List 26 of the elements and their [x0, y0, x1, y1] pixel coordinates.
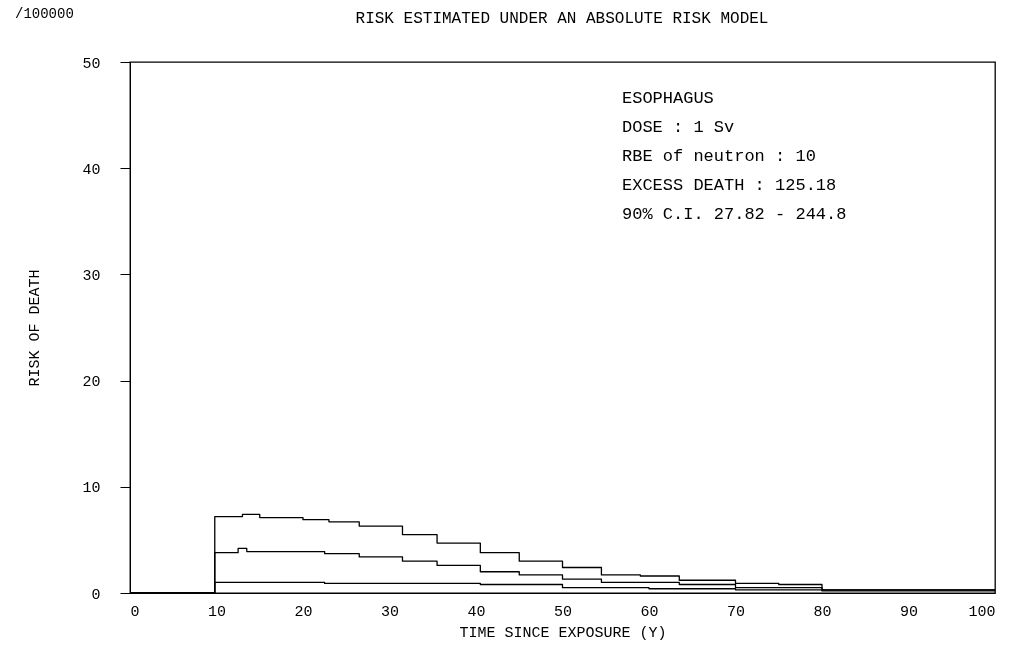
y-tick-label: 10	[82, 480, 101, 498]
chart-title: RISK ESTIMATED UNDER AN ABSOLUTE RISK MODEL	[355, 10, 769, 28]
text: /100000	[15, 6, 74, 22]
y-tick-label: 40	[82, 161, 101, 179]
x-tick-label: 100	[968, 603, 996, 621]
annotation: RBE of neutron : 10	[622, 147, 816, 166]
x-tick-label: 30	[380, 603, 400, 621]
y-tick-label: 50	[82, 55, 101, 73]
annotation: DOSE : 1 Sv	[622, 118, 735, 137]
x-tick-label: 0	[130, 603, 140, 621]
y-axis-title: RISK OF DEATH	[27, 269, 45, 387]
x-tick-label: 80	[813, 603, 832, 621]
annotation: ESOPHAGUS	[622, 89, 714, 108]
x-tick-label: 20	[294, 603, 313, 621]
y-tick-label: 30	[82, 267, 101, 285]
y-tick-label: 20	[82, 374, 101, 392]
x-tick-label: 70	[726, 603, 746, 621]
x-tick-label: 40	[467, 603, 486, 621]
x-axis-title: TIME SINCE EXPOSURE (Y)	[459, 624, 667, 642]
y-tick-label: 0	[91, 586, 101, 604]
x-tick-label: 10	[207, 603, 227, 621]
annotation: 90% C.I. 27.82 - 244.8	[622, 205, 847, 224]
x-tick-label: 90	[899, 603, 919, 621]
x-tick-label: 50	[553, 603, 573, 621]
x-tick-label: 60	[640, 603, 659, 621]
annotation: EXCESS DEATH : 125.18	[622, 176, 837, 195]
